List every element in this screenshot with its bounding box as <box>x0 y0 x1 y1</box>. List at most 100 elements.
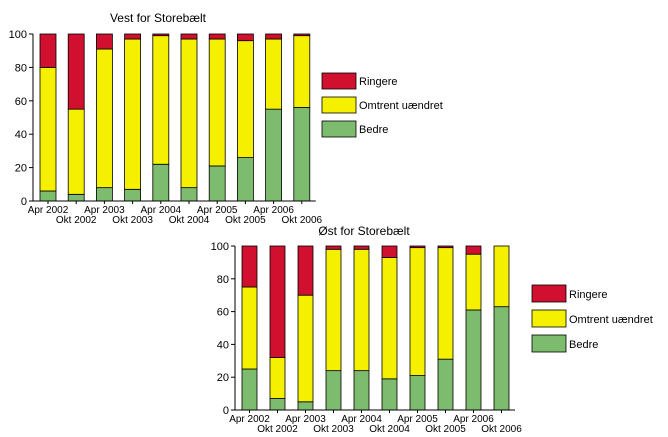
x-tick-label: Okt 2005 <box>225 215 266 226</box>
bar-segment <box>297 401 314 411</box>
bar-segment <box>353 248 370 372</box>
x-tick-label: Okt 2002 <box>56 215 97 226</box>
y-tick-label: 100 <box>211 241 229 253</box>
bar-segment <box>241 368 258 411</box>
bar-segment <box>180 187 198 202</box>
x-tick-label: Apr 2002 <box>28 205 69 216</box>
legend-swatch <box>321 72 357 90</box>
bar-segment <box>208 38 226 167</box>
bar-segment <box>208 165 226 202</box>
bar-segment <box>96 187 113 202</box>
bar-segment <box>353 245 370 250</box>
legend-swatch <box>531 309 567 328</box>
bar-segment <box>293 35 311 108</box>
legend-label: Ringere <box>359 76 398 88</box>
bar-segment <box>236 40 254 158</box>
y-tick-label: 0 <box>223 405 229 417</box>
bar-segment <box>465 245 482 255</box>
bar-segment <box>269 245 286 358</box>
bar-segment <box>152 163 170 202</box>
x-tick-label: Apr 2006 <box>453 414 494 425</box>
bar-segment <box>269 357 286 399</box>
bar-segment <box>325 248 342 372</box>
bar-segment <box>67 33 85 110</box>
legend-label: Omtrent uændret <box>359 100 443 112</box>
bar-segment <box>265 33 283 40</box>
bar-segment <box>152 35 170 165</box>
bar-segment <box>437 245 454 249</box>
bar-segment <box>381 378 398 411</box>
x-tick-label: Okt 2006 <box>282 215 323 226</box>
bar-segment <box>493 245 510 308</box>
bar-segment <box>293 33 311 37</box>
bar-segment <box>409 375 426 411</box>
y-tick-label: 80 <box>217 274 229 286</box>
y-tick-label: 20 <box>217 372 229 384</box>
y-tick-label: 60 <box>217 307 229 319</box>
bar-segment <box>381 245 398 258</box>
bar-segment <box>152 33 170 37</box>
bar-segment <box>381 257 398 380</box>
x-tick-label: Okt 2004 <box>169 215 210 226</box>
legend-label: Ringere <box>569 289 608 301</box>
x-tick-label: Okt 2003 <box>112 215 153 226</box>
bar-segment <box>208 33 226 40</box>
bar-segment <box>265 38 283 110</box>
bar-segment <box>180 33 198 40</box>
bar-segment <box>67 108 85 195</box>
x-tick-label: Okt 2003 <box>313 424 354 435</box>
legend-label: Bedre <box>359 124 388 136</box>
bar-segment <box>236 33 254 42</box>
bar-segment <box>409 247 426 376</box>
y-tick-label: 60 <box>15 96 27 108</box>
legend-swatch <box>321 120 357 138</box>
x-tick-label: Apr 2004 <box>141 205 182 216</box>
bar-segment <box>437 358 454 411</box>
x-tick-label: Okt 2004 <box>369 424 410 435</box>
legend-swatch <box>531 284 567 303</box>
legend-label: Bedre <box>569 339 598 351</box>
chart-title: Øst for Storebælt <box>318 224 410 238</box>
bar-segment <box>96 48 113 189</box>
bar-segment <box>236 157 254 202</box>
bar-segment <box>493 306 510 411</box>
y-tick-label: 100 <box>9 29 27 41</box>
bar-segment <box>67 193 85 202</box>
legend-swatch <box>531 334 567 353</box>
bar-segment <box>465 309 482 411</box>
bar-segment <box>39 67 57 192</box>
y-tick-label: 20 <box>15 163 27 175</box>
bar-segment <box>39 190 57 202</box>
x-tick-label: Apr 2006 <box>253 205 294 216</box>
bar-segment <box>465 253 482 311</box>
x-tick-label: Okt 2002 <box>257 424 298 435</box>
bar-segment <box>241 286 258 370</box>
bar-segment <box>241 245 258 288</box>
y-tick-label: 0 <box>21 196 27 208</box>
bar-segment <box>437 247 454 360</box>
x-tick-label: Apr 2004 <box>341 414 382 425</box>
bar-segment <box>293 107 311 202</box>
bar-segment <box>124 38 141 190</box>
bar-segment <box>180 38 198 189</box>
x-tick-label: Apr 2005 <box>397 414 438 425</box>
bar-segment <box>39 33 57 68</box>
x-tick-label: Apr 2003 <box>285 414 326 425</box>
bar-segment <box>269 398 286 411</box>
x-tick-label: Okt 2006 <box>481 424 522 435</box>
y-tick-label: 40 <box>15 129 27 141</box>
x-tick-label: Okt 2005 <box>425 424 466 435</box>
bar-segment <box>265 108 283 202</box>
bar-segment <box>325 370 342 411</box>
bar-segment <box>325 245 342 250</box>
x-tick-label: Apr 2003 <box>84 205 125 216</box>
bar-segment <box>124 33 141 40</box>
bar-segment <box>124 188 141 202</box>
chart-title: Vest for Storebælt <box>110 11 207 25</box>
bar-segment <box>96 33 113 50</box>
legend-swatch <box>321 96 357 114</box>
